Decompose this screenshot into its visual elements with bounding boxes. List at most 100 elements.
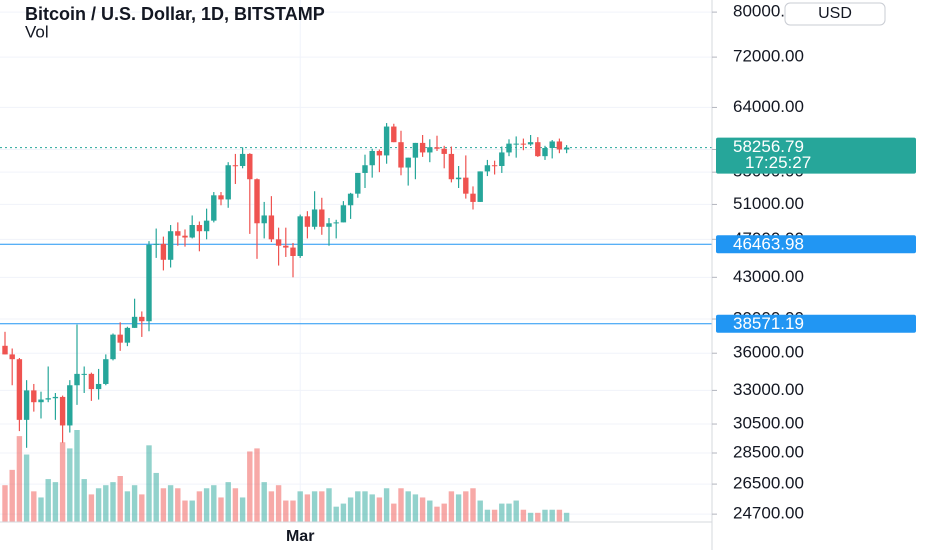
candle-body bbox=[196, 225, 203, 232]
volume-bar bbox=[556, 509, 563, 522]
candle-body bbox=[74, 373, 80, 386]
countdown-label: 17:25:27 bbox=[745, 153, 811, 172]
candle-body bbox=[311, 209, 318, 227]
level-label: 38571.19 bbox=[733, 314, 804, 333]
volume-bar bbox=[175, 488, 181, 522]
volume-bar bbox=[67, 448, 73, 522]
volume-bar bbox=[448, 491, 455, 522]
volume-bar bbox=[527, 512, 534, 522]
candle-body bbox=[506, 143, 512, 153]
candle-body bbox=[254, 179, 260, 224]
volume-bar bbox=[376, 497, 383, 522]
volume-bar bbox=[535, 512, 541, 522]
volume-bar bbox=[59, 442, 66, 522]
candle-body bbox=[391, 126, 397, 143]
volume-bar bbox=[319, 491, 325, 522]
volume-bar bbox=[131, 485, 138, 522]
y-tick-label: 36000.00 bbox=[733, 343, 804, 362]
candle-body bbox=[117, 334, 123, 343]
volume-bar bbox=[16, 436, 23, 522]
volume-bar bbox=[52, 482, 59, 522]
volume-bar bbox=[549, 509, 555, 522]
volume-bar bbox=[304, 494, 311, 522]
candle-body bbox=[139, 316, 145, 322]
volume-bar bbox=[333, 506, 339, 522]
currency-label[interactable]: USD bbox=[818, 5, 852, 22]
volume-bar bbox=[491, 509, 498, 522]
volume-bar bbox=[506, 503, 512, 522]
volume-bar bbox=[275, 485, 282, 522]
volume-bar bbox=[326, 488, 332, 522]
candle-body bbox=[513, 143, 519, 145]
volume-bar bbox=[419, 497, 426, 522]
volume-bar bbox=[347, 497, 354, 522]
volume-bar bbox=[369, 494, 375, 522]
volume-bar bbox=[117, 476, 123, 522]
volume-bar bbox=[477, 500, 483, 522]
volume-bar bbox=[124, 491, 131, 522]
candle-body bbox=[110, 334, 116, 360]
volume-bar bbox=[391, 503, 397, 522]
volume-bar bbox=[196, 491, 203, 522]
candle-body bbox=[477, 171, 483, 202]
volume-bar bbox=[189, 500, 195, 522]
volume-bar bbox=[513, 500, 519, 522]
candle-body bbox=[355, 172, 361, 194]
last-price-box bbox=[716, 137, 916, 174]
candle-body bbox=[88, 373, 95, 390]
candle-body bbox=[290, 247, 296, 257]
candle-body bbox=[232, 165, 239, 167]
candle-body bbox=[175, 231, 181, 236]
volume-bar bbox=[88, 494, 95, 522]
candle-body bbox=[95, 383, 102, 390]
candle-body bbox=[549, 141, 555, 149]
currency-button[interactable] bbox=[784, 2, 886, 26]
volume-bar bbox=[110, 482, 116, 522]
candle-body bbox=[146, 244, 152, 322]
candle-body bbox=[412, 142, 419, 158]
level-label: 46463.98 bbox=[733, 235, 804, 254]
candle-body bbox=[218, 195, 224, 200]
level-label-box bbox=[716, 314, 916, 333]
candle-body bbox=[326, 223, 332, 227]
volume-bar bbox=[297, 491, 303, 522]
volume-bar bbox=[412, 494, 419, 522]
volume-bar bbox=[441, 503, 447, 522]
candle-body bbox=[535, 142, 541, 157]
volume-bar bbox=[383, 488, 390, 522]
candle-body bbox=[268, 215, 275, 240]
y-tick-label: 43000.00 bbox=[733, 267, 804, 286]
candle-body bbox=[398, 142, 404, 168]
x-tick-label: Mar bbox=[286, 528, 314, 545]
candle-body bbox=[261, 215, 267, 224]
volume-bar bbox=[103, 485, 109, 522]
volume-bar bbox=[434, 506, 440, 522]
volume-bar bbox=[139, 494, 145, 522]
volume-bar bbox=[182, 500, 188, 522]
candle-body bbox=[405, 157, 411, 168]
volume-bar bbox=[218, 497, 224, 522]
volume-bar bbox=[398, 488, 404, 522]
volume-bar bbox=[520, 509, 527, 522]
volume-bar bbox=[405, 491, 411, 522]
volume-bar bbox=[95, 488, 102, 522]
candle-body bbox=[520, 143, 527, 145]
candle-body bbox=[491, 165, 498, 167]
levels bbox=[0, 147, 712, 325]
candle-body bbox=[527, 142, 534, 145]
candle-body bbox=[124, 327, 131, 343]
volume-bar bbox=[355, 491, 361, 522]
candle-body bbox=[225, 165, 231, 200]
volume-bar bbox=[167, 485, 174, 522]
y-tick-label: 24700.00 bbox=[733, 504, 804, 523]
volume-bar bbox=[232, 488, 239, 522]
candle-body bbox=[131, 316, 138, 328]
volume-bar bbox=[542, 509, 548, 522]
volume-bar bbox=[74, 430, 80, 522]
volume-bar bbox=[470, 488, 476, 522]
volume-bar bbox=[2, 485, 8, 522]
candle-body bbox=[2, 345, 8, 355]
candle-body bbox=[239, 153, 246, 167]
volume-bar bbox=[247, 451, 253, 522]
